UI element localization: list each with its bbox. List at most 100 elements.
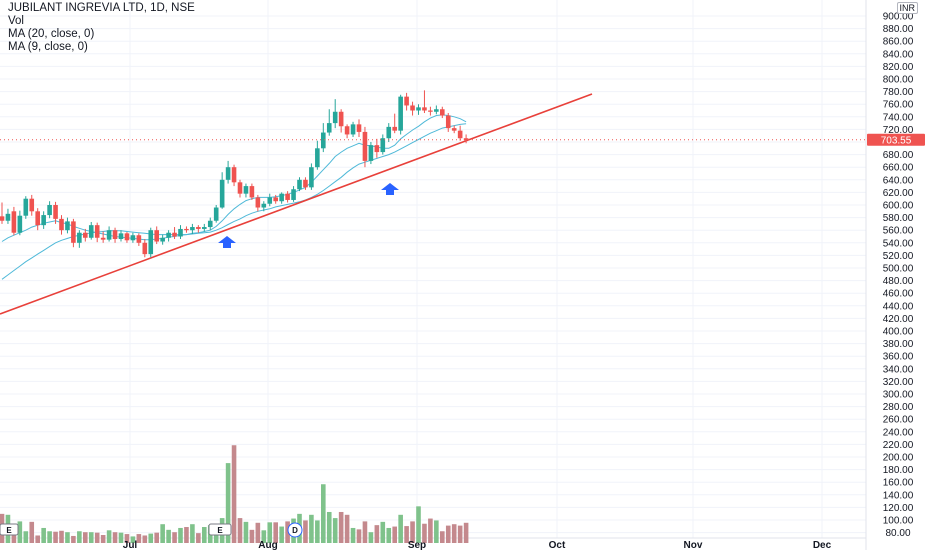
candle-body xyxy=(422,107,427,111)
volume-bar xyxy=(392,526,397,543)
y-tick-label: 560.00 xyxy=(883,226,914,237)
volume-bar xyxy=(338,511,344,543)
volume-bar xyxy=(344,514,350,543)
volume-bar xyxy=(457,525,463,543)
candle-body xyxy=(434,109,439,112)
y-tick-label: 440.00 xyxy=(883,301,914,312)
candle-body xyxy=(451,128,457,131)
volume-bar xyxy=(445,525,451,543)
candle-body xyxy=(350,124,356,135)
earnings-marker-left[interactable]: E xyxy=(0,523,19,536)
volume-bar xyxy=(404,526,409,543)
legend-vol[interactable]: Vol xyxy=(8,15,24,27)
candle-body xyxy=(392,126,397,131)
candle-body xyxy=(130,235,136,241)
volume-bar xyxy=(106,530,112,543)
volume-bar xyxy=(273,522,278,543)
up-arrow-icon[interactable] xyxy=(381,183,399,195)
y-tick-label: 220.00 xyxy=(883,440,914,451)
candle-body xyxy=(53,205,58,219)
candle-body xyxy=(124,233,130,241)
y-tick-label: 780.00 xyxy=(883,87,914,98)
earnings-marker-label: E xyxy=(6,526,12,535)
support-trendline[interactable] xyxy=(0,93,593,315)
arrow-annotations[interactable] xyxy=(218,183,399,248)
candle-body xyxy=(374,145,380,153)
volume-bar xyxy=(356,529,362,543)
y-tick-label: 600.00 xyxy=(883,201,914,212)
y-tick-label: 840.00 xyxy=(883,49,914,60)
candle-body xyxy=(207,220,213,228)
candle-body xyxy=(231,167,237,183)
candle-body xyxy=(291,189,296,200)
dividend-marker[interactable]: D xyxy=(287,522,303,538)
legend-ma9[interactable]: MA (9, close, 0) xyxy=(8,41,88,53)
up-arrow-icon[interactable] xyxy=(218,236,236,248)
volume-bar xyxy=(422,523,427,543)
candle-body xyxy=(94,225,100,238)
volume-bar xyxy=(41,527,46,543)
candle-body xyxy=(261,203,267,208)
y-tick-label: 860.00 xyxy=(883,37,914,48)
volume-bar xyxy=(243,521,249,543)
candle-body xyxy=(362,131,368,161)
candle-body xyxy=(23,198,29,216)
volume-bar xyxy=(53,531,58,543)
y-tick-label: 740.00 xyxy=(883,112,914,123)
symbol-title[interactable]: JUBILANT INGREVIA LTD, 1D, NSE xyxy=(8,2,195,14)
candle-body xyxy=(332,111,338,124)
volume-bar xyxy=(11,535,17,543)
volume-bar xyxy=(303,520,308,543)
volume-bar xyxy=(196,533,201,543)
ma-9-line xyxy=(1,114,467,242)
volume-bar xyxy=(94,532,100,543)
x-tick-label: Jul xyxy=(123,540,138,550)
candle-body xyxy=(106,230,112,240)
volume-bar xyxy=(398,514,403,543)
time-axis[interactable]: Jul Aug Sep Oct Nov Dec xyxy=(123,540,832,550)
volume-bar xyxy=(130,536,136,543)
volume-bar xyxy=(231,445,237,543)
volume-bar xyxy=(83,532,88,543)
candle-body xyxy=(237,182,243,194)
y-tick-label: 820.00 xyxy=(883,62,914,73)
earnings-marker[interactable]: E xyxy=(208,523,232,536)
candle-body xyxy=(249,186,255,198)
candle-body xyxy=(457,130,463,139)
candle-body xyxy=(196,227,201,229)
currency-button[interactable]: INR xyxy=(896,2,918,14)
volume-bar xyxy=(59,530,64,543)
candle-body xyxy=(160,237,165,242)
y-tick-label: 200.00 xyxy=(883,453,914,464)
y-tick-label: 800.00 xyxy=(883,75,914,86)
y-tick-label: 140.00 xyxy=(883,490,914,501)
y-tick-label: 540.00 xyxy=(883,238,914,249)
volume-bar xyxy=(213,532,219,543)
volume-bar xyxy=(237,518,243,543)
candle-body xyxy=(404,96,409,106)
candle-body xyxy=(416,107,421,111)
candle-body xyxy=(148,230,154,255)
candle-body xyxy=(315,148,320,168)
volume-bar xyxy=(47,531,52,543)
volume-bar xyxy=(166,529,171,543)
volume-bar xyxy=(154,532,159,543)
legend-ma20[interactable]: MA (20, close, 0) xyxy=(8,28,95,40)
y-tick-label: 420.00 xyxy=(883,314,914,325)
candle-body xyxy=(166,232,171,238)
volume-bar xyxy=(29,521,35,543)
x-tick-label: Oct xyxy=(549,540,566,550)
candle-body xyxy=(297,179,302,190)
volume-bar xyxy=(77,531,82,543)
chart-legend: JUBILANT INGREVIA LTD, 1D, NSE Vol MA (2… xyxy=(8,2,195,54)
candle-body xyxy=(428,110,433,112)
volume-bar xyxy=(118,532,124,543)
volume-bar xyxy=(255,522,261,543)
candle-body xyxy=(41,215,46,226)
candle-body xyxy=(202,227,207,229)
candle-body xyxy=(279,193,284,202)
candle-body xyxy=(213,207,219,221)
y-tick-label: 760.00 xyxy=(883,100,914,111)
